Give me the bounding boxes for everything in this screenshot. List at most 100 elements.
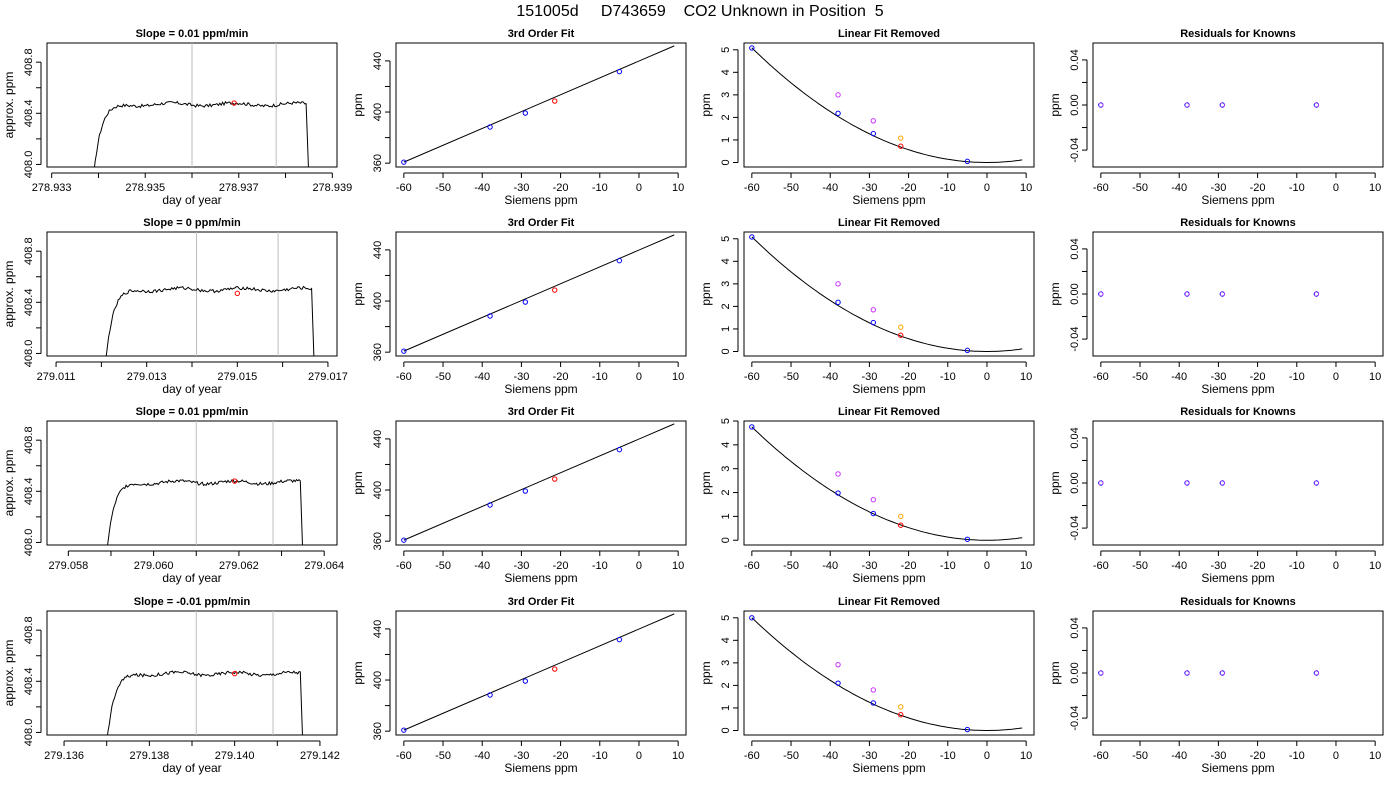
x-tick-label: 0 xyxy=(636,560,642,572)
plot-frame xyxy=(743,42,1035,168)
y-axis-label: ppm xyxy=(699,93,713,116)
y-tick-label: 0.00 xyxy=(1069,472,1081,493)
x-tick-label: 10 xyxy=(1020,182,1032,194)
x-tick-label: -40 xyxy=(474,560,490,572)
y-axis-label: approx. ppm xyxy=(2,261,16,328)
known-standard-point xyxy=(401,727,407,733)
plot-frame xyxy=(1092,420,1384,546)
x-axis-label: day of year xyxy=(162,382,221,396)
plot-area xyxy=(401,234,675,354)
x-tick-label: -10 xyxy=(592,371,608,383)
unknown-point xyxy=(898,143,904,149)
residual-point-overlay xyxy=(1184,670,1190,676)
plot-title: 3rd Order Fit xyxy=(508,596,575,608)
plot-frame xyxy=(46,610,338,736)
x-tick-label: -30 xyxy=(513,371,529,383)
y-tick-label: 0.04 xyxy=(1069,617,1081,638)
x-axis-label: Siemens ppm xyxy=(504,382,577,396)
plot-frame xyxy=(743,610,1035,736)
x-tick-label: -20 xyxy=(1250,560,1266,572)
x-tick-label: -30 xyxy=(513,182,529,194)
raw-unknown-point xyxy=(898,513,904,520)
x-tick-label: 279.013 xyxy=(127,371,167,383)
residual-point-overlay xyxy=(1184,480,1190,486)
known-standard-point xyxy=(835,680,841,686)
residual-point-overlay xyxy=(1184,102,1190,108)
x-tick-label: -30 xyxy=(861,750,877,762)
y-tick-label: 0.00 xyxy=(1069,283,1081,304)
known-standard-point xyxy=(835,299,841,306)
plot-area xyxy=(749,424,1023,542)
unknown-mean-point xyxy=(231,100,237,106)
y-tick-label: 4 xyxy=(720,69,732,75)
x-tick-label: -60 xyxy=(744,560,760,572)
y-axis-label: ppm xyxy=(1048,661,1062,684)
x-tick-label: 0 xyxy=(636,182,642,194)
x-tick-label: 279.058 xyxy=(48,560,88,572)
x-tick-label: 10 xyxy=(1020,750,1032,762)
y-axis-label: ppm xyxy=(1048,282,1062,305)
x-tick-label: 10 xyxy=(1369,371,1381,383)
x-tick-label: -20 xyxy=(901,750,917,762)
y-tick-label: 408.0 xyxy=(23,529,35,557)
x-tick-label: -20 xyxy=(1250,371,1266,383)
residual-point-overlay xyxy=(1098,102,1104,108)
y-tick-label: 360 xyxy=(372,722,384,740)
x-tick-label: 10 xyxy=(672,750,684,762)
residual-point-overlay xyxy=(1219,670,1225,676)
known-standard-point xyxy=(522,488,529,494)
x-tick-label: -30 xyxy=(861,182,877,194)
y-tick-label: 0 xyxy=(720,727,732,733)
fit-curve xyxy=(403,613,675,731)
x-tick-label: -50 xyxy=(1132,182,1148,194)
panel-r4-linear-removed: Linear Fit Removed-60 -50 -40 -30 -20 -10 0 10S… xyxy=(699,596,1035,775)
x-tick-label: 279.060 xyxy=(134,560,174,572)
y-tick-label: 360 xyxy=(372,154,384,172)
plot-area xyxy=(107,611,303,735)
known-standard-point xyxy=(616,636,623,643)
known-standard-point xyxy=(870,319,877,326)
known-standard-point xyxy=(964,536,971,542)
plot-area xyxy=(107,421,303,545)
known-standard-point xyxy=(522,678,529,684)
x-tick-label: -60 xyxy=(1093,560,1109,572)
plot-frame xyxy=(1092,231,1384,357)
known-standard-point xyxy=(870,700,877,706)
known-standard-point xyxy=(835,110,841,117)
y-tick-label: 0.04 xyxy=(1069,49,1081,70)
x-tick-label: -60 xyxy=(744,371,760,383)
plot-frame xyxy=(46,231,338,357)
y-tick-label: 4 xyxy=(720,258,732,264)
plot-area xyxy=(1098,480,1320,486)
y-axis-label: ppm xyxy=(351,93,365,116)
y-tick-label: 360 xyxy=(372,343,384,361)
x-tick-label: -30 xyxy=(513,750,529,762)
plot-area xyxy=(94,43,309,167)
x-tick-label: 10 xyxy=(672,182,684,194)
unknown-point xyxy=(898,522,904,528)
panel-r1-trace: Slope = 0.01 ppm/min 278.933 278.935 278.93… xyxy=(2,28,352,207)
x-tick-label: 0 xyxy=(984,750,990,762)
x-tick-label: 279.064 xyxy=(304,560,344,572)
x-axis-label: Siemens ppm xyxy=(852,761,925,775)
raw-known-point xyxy=(835,92,841,98)
plot-title: 3rd Order Fit xyxy=(508,217,575,229)
y-tick-label: -0.04 xyxy=(1069,706,1081,731)
x-tick-label: -60 xyxy=(396,182,412,194)
plot-area xyxy=(1098,670,1320,676)
known-standard-point xyxy=(401,348,407,354)
x-tick-label: -30 xyxy=(513,560,529,572)
plot-title: 3rd Order Fit xyxy=(508,406,575,418)
x-tick-label: -10 xyxy=(940,182,956,194)
plot-title: Linear Fit Removed xyxy=(838,217,940,229)
plot-title: Slope = 0.01 ppm/min xyxy=(136,28,249,40)
panel-r2-linear-removed: Linear Fit Removed-60 -50 -40 -30 -20 -10 0 10S… xyxy=(699,217,1035,396)
plot-title: Residuals for Knowns xyxy=(1180,596,1296,608)
panel-r2-trace: Slope = 0 ppm/min 279.011 279.013 279.015 27… xyxy=(2,217,348,396)
y-tick-label: 400 xyxy=(372,481,384,499)
unknown-point xyxy=(552,476,558,482)
plot-area xyxy=(1098,102,1320,108)
y-tick-label: 5 xyxy=(720,418,732,424)
x-tick-label: 0 xyxy=(984,560,990,572)
x-axis-label: Siemens ppm xyxy=(1201,382,1274,396)
